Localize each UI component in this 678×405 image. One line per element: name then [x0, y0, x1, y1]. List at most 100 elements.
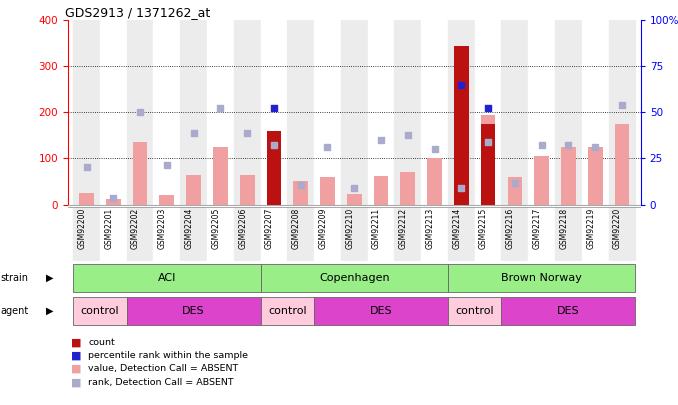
Bar — [287, 207, 314, 261]
Text: GSM92211: GSM92211 — [372, 208, 381, 249]
Bar — [475, 20, 502, 205]
Point — [616, 102, 627, 109]
Bar — [448, 297, 502, 325]
Bar — [448, 20, 475, 205]
Bar — [180, 207, 207, 261]
Point — [108, 194, 119, 201]
Bar — [401, 172, 415, 205]
Point — [322, 144, 333, 150]
Point — [483, 104, 494, 111]
Text: strain: strain — [1, 273, 28, 283]
Point — [456, 81, 466, 88]
Text: value, Detection Call = ABSENT: value, Detection Call = ABSENT — [88, 364, 239, 373]
Text: count: count — [88, 338, 115, 347]
Point — [376, 137, 386, 143]
Bar — [260, 264, 448, 292]
Bar — [287, 20, 314, 205]
Point — [161, 162, 172, 168]
Text: GSM92200: GSM92200 — [77, 208, 87, 249]
Text: GSM92216: GSM92216 — [506, 208, 515, 249]
Point — [81, 164, 92, 170]
Bar — [502, 207, 528, 261]
Bar — [341, 207, 367, 261]
Text: GSM92209: GSM92209 — [319, 208, 327, 249]
Bar — [341, 20, 367, 205]
Bar — [314, 207, 341, 261]
Text: ACI: ACI — [158, 273, 176, 283]
Bar — [207, 20, 234, 205]
Bar — [180, 20, 207, 205]
Point — [429, 146, 440, 153]
Point — [268, 141, 279, 148]
Bar — [367, 207, 395, 261]
Bar — [534, 156, 549, 205]
Bar — [240, 175, 254, 205]
Text: GSM92210: GSM92210 — [345, 208, 354, 249]
Bar — [73, 297, 127, 325]
Point — [402, 132, 413, 139]
Text: DES: DES — [182, 306, 205, 316]
Text: GSM92219: GSM92219 — [586, 208, 595, 249]
Bar — [153, 207, 180, 261]
Text: agent: agent — [1, 306, 29, 315]
Text: GSM92207: GSM92207 — [265, 208, 274, 249]
Bar — [207, 207, 234, 261]
Bar — [502, 297, 635, 325]
Bar — [347, 194, 361, 205]
Text: ■: ■ — [71, 377, 81, 387]
Bar — [260, 207, 287, 261]
Text: GSM92204: GSM92204 — [184, 208, 194, 249]
Bar — [186, 175, 201, 205]
Bar — [555, 20, 582, 205]
Bar — [106, 199, 121, 205]
Text: ■: ■ — [71, 351, 81, 360]
Bar — [266, 200, 281, 205]
Bar — [502, 20, 528, 205]
Bar — [481, 124, 496, 205]
Point — [215, 104, 226, 111]
Text: DES: DES — [557, 306, 580, 316]
Point — [483, 139, 494, 145]
Point — [188, 130, 199, 136]
Text: ▶: ▶ — [46, 306, 54, 315]
Bar — [73, 20, 100, 205]
Bar — [127, 20, 153, 205]
Point — [348, 185, 359, 192]
Bar — [266, 131, 281, 205]
Bar — [588, 147, 603, 205]
Bar — [609, 20, 635, 205]
Text: GSM92212: GSM92212 — [399, 208, 407, 249]
Bar — [421, 207, 448, 261]
Text: GSM92203: GSM92203 — [158, 208, 167, 249]
Bar — [528, 207, 555, 261]
Text: ■: ■ — [71, 364, 81, 374]
Point — [509, 180, 520, 186]
Point — [242, 130, 253, 136]
Bar — [79, 193, 94, 205]
Bar — [421, 20, 448, 205]
Text: rank, Detection Call = ABSENT: rank, Detection Call = ABSENT — [88, 378, 234, 387]
Bar — [320, 177, 335, 205]
Bar — [294, 181, 308, 205]
Text: control: control — [456, 306, 494, 316]
Bar — [127, 297, 260, 325]
Text: GSM92214: GSM92214 — [452, 208, 461, 249]
Text: GSM92218: GSM92218 — [559, 208, 568, 249]
Bar — [481, 115, 496, 205]
Bar — [314, 20, 341, 205]
Bar — [615, 124, 629, 205]
Text: percentile rank within the sample: percentile rank within the sample — [88, 351, 248, 360]
Bar — [153, 20, 180, 205]
Bar — [582, 20, 609, 205]
Point — [268, 104, 279, 111]
Bar — [314, 297, 448, 325]
Point — [563, 141, 574, 148]
Bar — [133, 142, 147, 205]
Bar — [555, 207, 582, 261]
Text: Copenhagen: Copenhagen — [319, 273, 390, 283]
Text: GSM92215: GSM92215 — [479, 208, 488, 249]
Text: GSM92201: GSM92201 — [104, 208, 113, 249]
Bar — [234, 20, 260, 205]
Bar — [448, 207, 475, 261]
Bar — [454, 200, 468, 205]
